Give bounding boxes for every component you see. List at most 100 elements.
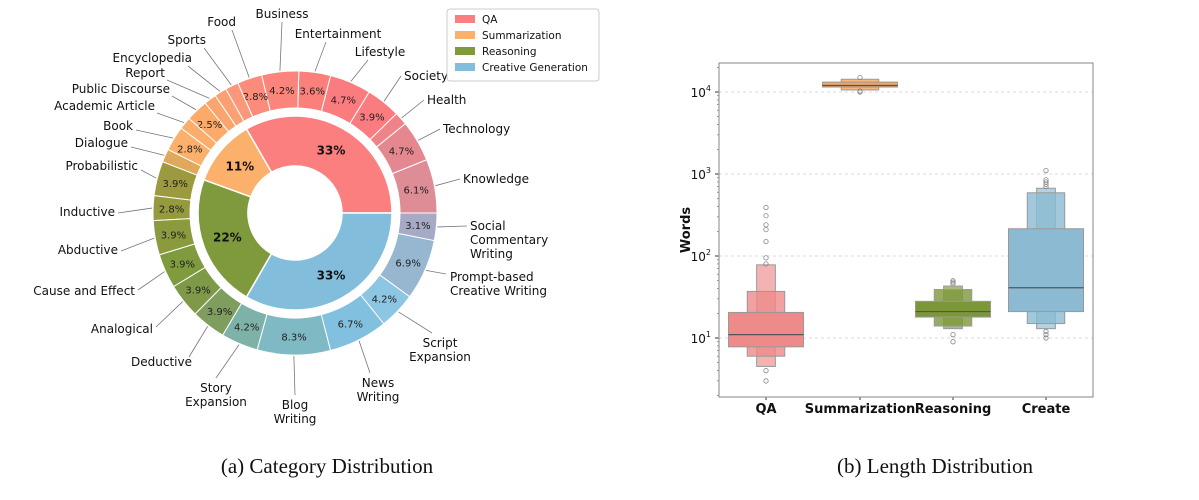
category-label-line: Society (404, 69, 448, 83)
category-label-line: Expansion (409, 350, 471, 364)
category-label-line: Writing (357, 390, 400, 404)
category-label: Academic Article (54, 99, 155, 113)
x-tick-label: Create (1022, 402, 1071, 417)
tick-base: 10 (691, 168, 706, 182)
slice-percent-label: 4.7% (389, 146, 414, 157)
inner-slice (197, 178, 273, 299)
category-label: Cause and Effect (33, 284, 135, 298)
leader-line (215, 344, 240, 379)
leader-line (187, 65, 221, 92)
slice-percent-label: 4.2% (372, 294, 397, 305)
leader-line (435, 178, 461, 187)
slice-percent-label: 3.9% (207, 307, 232, 318)
category-label-line: Academic Article (54, 99, 155, 113)
legend-swatch (455, 31, 475, 39)
x-tick-label: Reasoning (915, 402, 992, 417)
slice-percent-label: 6.9% (395, 259, 420, 270)
outlier-point (950, 278, 956, 284)
category-label-line: Cause and Effect (33, 284, 135, 298)
slice-percent-label: 3.9% (163, 179, 188, 190)
outlier-point (1043, 168, 1049, 174)
outlier-point (950, 281, 956, 287)
leader-line (398, 311, 433, 334)
category-label: Dialogue (75, 136, 128, 150)
outlier-point (1043, 332, 1049, 338)
caption-b: (b) Length Distribution (837, 454, 1033, 478)
category-label-line: Commentary (470, 233, 548, 247)
leader-line (135, 129, 174, 139)
boxen-level (1008, 228, 1084, 313)
category-label-line: Analogical (91, 322, 153, 336)
outer-slice (397, 212, 438, 242)
category-label: Knowledge (463, 172, 529, 186)
category-label: Society (404, 69, 448, 83)
legend-swatch (455, 47, 475, 55)
category-label-line: Sports (168, 33, 206, 47)
outlier-point (857, 88, 863, 94)
slice-percent-label: 8.3% (281, 332, 306, 343)
category-label-line: News (362, 376, 394, 390)
category-label: News Writing (357, 376, 400, 404)
slice-percent-label: 3.9% (359, 112, 384, 123)
tick-exponent: 2 (706, 248, 711, 257)
leader-line (418, 128, 441, 141)
category-label: Book (103, 119, 133, 133)
legend-swatch (455, 15, 475, 23)
slice-percent-label: 3.9% (185, 286, 210, 297)
outlier-point (763, 204, 769, 211)
leader-line (156, 112, 185, 124)
boxen-level (915, 300, 991, 318)
outlier-point (763, 213, 769, 219)
category-label-line: Probabilistic (65, 159, 138, 173)
category-label: Analogical (91, 322, 153, 336)
tick-exponent: 4 (706, 84, 711, 93)
category-label: Probabilistic (65, 159, 138, 173)
slice-percent-label: 4.2% (234, 323, 259, 334)
category-label-line: Technology (442, 122, 510, 136)
outlier-point (763, 222, 769, 228)
outlier-point (763, 261, 769, 267)
slice-percent-label: 22% (213, 231, 242, 245)
leader-line (203, 47, 232, 86)
leader-line (350, 59, 369, 82)
slice-percent-label: 3.9% (161, 231, 186, 242)
category-label: Prompt-based Creative Writing (450, 270, 547, 298)
caption-a: (a) Category Distribution (221, 454, 434, 478)
category-label: Script Expansion (409, 336, 471, 364)
category-label-line: Deductive (131, 355, 192, 369)
slice-percent-label: 33% (317, 268, 346, 282)
category-label: Report (125, 66, 165, 80)
y-tick-label: 103 (691, 166, 711, 182)
legend-swatch (455, 63, 475, 71)
outlier-point (1043, 335, 1049, 341)
outlier-point (950, 332, 956, 338)
leader-line (314, 41, 327, 72)
slice-percent-label: 2.8% (177, 144, 202, 155)
y-tick-label: 102 (691, 248, 711, 264)
tick-base: 10 (691, 86, 706, 100)
tick-base: 10 (691, 332, 706, 346)
outlier-point (1043, 177, 1049, 183)
slice-percent-label: 3.6% (300, 87, 325, 98)
leader-line (231, 29, 250, 78)
x-tick-label: QA (755, 402, 776, 417)
category-label-line: Encyclopedia (113, 51, 192, 65)
outlier-point (763, 238, 769, 245)
slice-percent-label: 2.8% (243, 92, 268, 103)
category-label: Entertainment (295, 27, 382, 41)
slice-percent-label: 3.9% (170, 260, 195, 271)
category-label: Lifestyle (355, 45, 405, 59)
slice-percent-label: 3.1% (405, 221, 430, 232)
slice-percent-label: 6.1% (404, 185, 429, 196)
category-label-line: Health (427, 93, 466, 107)
leader-line (120, 237, 155, 252)
leader-line (401, 99, 425, 119)
category-label: Abductive (58, 243, 118, 257)
slice-percent-label: 2.8% (159, 205, 184, 216)
inner-slice (245, 115, 393, 214)
leader-line (137, 271, 165, 291)
legend-label: QA (482, 14, 498, 26)
leader-line (117, 207, 153, 214)
boxen-level (728, 311, 804, 348)
